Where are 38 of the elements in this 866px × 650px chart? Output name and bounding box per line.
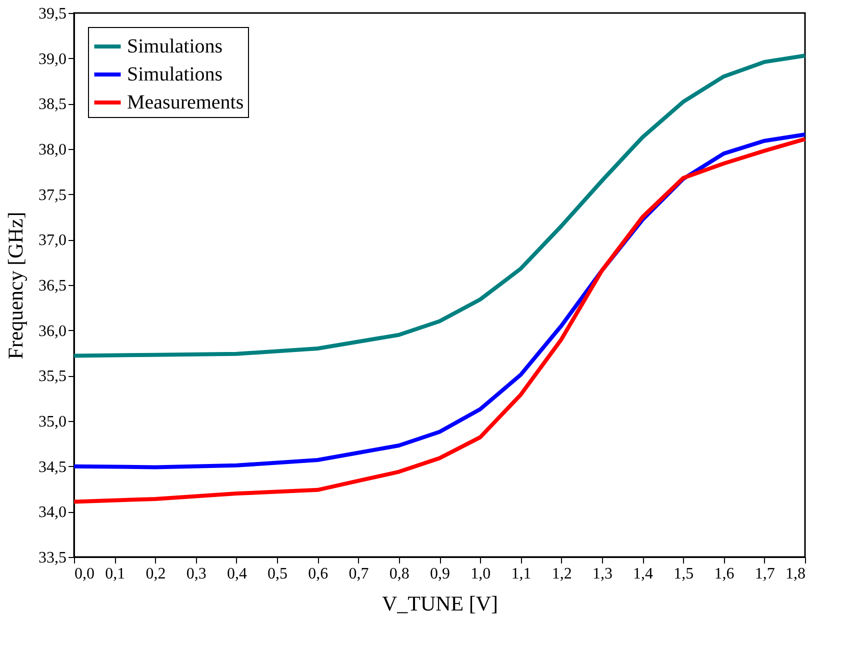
y-tick-label: 33,5 — [38, 550, 66, 566]
x-tick-label: 1,4 — [633, 566, 654, 582]
y-tick-label: 35,0 — [38, 414, 66, 430]
y-tick-label: 37,0 — [38, 232, 66, 250]
legend-label: Simulations — [127, 36, 223, 58]
legend-label: Measurements — [127, 92, 244, 114]
x-tick-label: 1,2 — [552, 566, 572, 582]
x-tick-label: 0,6 — [308, 566, 328, 582]
y-tick-label: 38,5 — [38, 96, 66, 114]
y-tick-label: 36,5 — [38, 278, 66, 294]
x-tick-label: 0,3 — [186, 566, 206, 582]
x-tick-label: 1,5 — [674, 566, 694, 582]
x-tick-label: 1,0 — [470, 566, 491, 582]
y-tick-label: 38,0 — [38, 142, 66, 158]
x-tick-label: 0,1 — [105, 566, 126, 582]
x-tick-label: 0,7 — [348, 566, 369, 582]
y-tick-label: 35,5 — [38, 368, 66, 386]
legend-label: Simulations — [127, 64, 223, 86]
x-tick-label: 0,5 — [268, 566, 288, 582]
y-tick-label: 36,0 — [38, 322, 66, 340]
x-tick-label: 1,3 — [592, 566, 612, 582]
x-axis-title: V_TUNE [V] — [382, 592, 498, 616]
x-tick-label: 1,8 — [786, 566, 806, 582]
x-tick-label: 1,1 — [511, 566, 532, 582]
x-tick-label: 0,0 — [74, 566, 94, 582]
y-tick-label: 37,5 — [38, 186, 66, 204]
line-series — [72, 54, 807, 358]
y-tick-label: 34,5 — [38, 458, 66, 476]
y-tick-label: 39,5 — [38, 6, 66, 22]
x-tick-label: 0,2 — [146, 566, 166, 582]
x-tick-label: 0,4 — [226, 566, 247, 582]
x-tick-label: 1,7 — [754, 566, 775, 582]
y-tick-label: 39,0 — [38, 50, 66, 68]
x-tick-label: 1,6 — [714, 566, 734, 582]
y-tick-label: 34,0 — [38, 504, 66, 522]
y-axis-title: Frequency [GHz] — [4, 212, 28, 360]
x-tick-label: 0,8 — [389, 566, 410, 582]
x-tick-label: 0,9 — [430, 566, 450, 582]
